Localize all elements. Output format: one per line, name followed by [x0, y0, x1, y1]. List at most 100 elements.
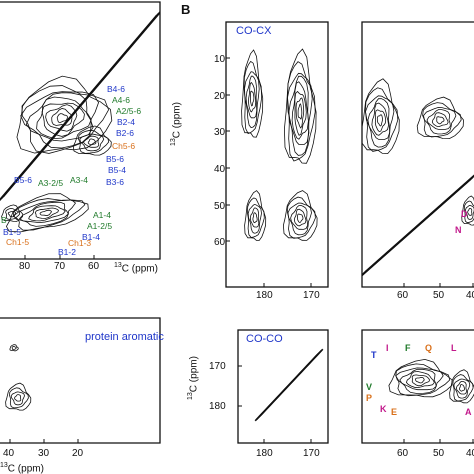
lt-blob-ch-ring-0	[72, 125, 112, 156]
rb-blob-side-ring-3	[455, 381, 467, 395]
rt-blob-b-ring-2	[423, 107, 457, 135]
lt-blob-main-ring-4	[36, 96, 92, 139]
rt-blob-a-ring-6	[376, 114, 383, 127]
cx-blob-d-ring-2	[287, 202, 312, 236]
lt-label-b5-6b: B5-6	[14, 175, 32, 185]
lt-contours	[0, 11, 160, 233]
cx-blob-a-ring-2	[244, 71, 260, 128]
lt-label-b3-6: B3-6	[106, 177, 124, 187]
lt-blob-ch-ring-3	[83, 135, 100, 148]
lb-xtick-30: 30	[38, 448, 50, 459]
cocx-xtick-170: 170	[303, 290, 320, 301]
rt-frame	[361, 21, 474, 288]
cx-blob-a-ring-3	[245, 75, 258, 119]
rb-label-p: P	[366, 393, 373, 403]
rb-label-e: E	[391, 407, 398, 417]
rt-blob-a-ring-1	[364, 87, 399, 152]
coco-ytick-180: 180	[209, 401, 226, 412]
lb-blob-ring-2	[10, 391, 25, 406]
lt-label-b1-2: B1-2	[58, 247, 76, 257]
cx-blob-b-ring-2	[286, 72, 313, 156]
rt-blob-b-ring-3	[426, 109, 451, 130]
rb-contours	[388, 358, 474, 404]
rb-blob-side-ring-0	[449, 369, 474, 404]
rb-blob-main-ring-1	[395, 363, 451, 397]
rb-blob-side-ring-4	[459, 384, 466, 392]
cx-blob-b-ring-0	[283, 48, 317, 164]
cocx-ytick-10: 10	[214, 54, 226, 65]
panel-letter-b: B	[181, 2, 191, 17]
lt-blob-ch-ring-2	[79, 133, 105, 152]
rb-label-q: Q	[425, 343, 433, 353]
lt-blob-ch-ring-4	[87, 138, 97, 146]
rt-blob-c-ring-2	[465, 204, 474, 220]
lt-blob-main-ring-1	[21, 85, 110, 154]
rt-blob-a-ring-4	[371, 102, 390, 136]
rt-blob-c-ring-3	[467, 208, 473, 216]
lb-xtick-40: 40	[3, 448, 15, 459]
cx-blob-c-ring-0	[244, 190, 267, 241]
cx-blob-a-ring-4	[248, 82, 257, 113]
co-contours	[254, 348, 324, 422]
lt-blob-main-ring-8	[56, 113, 68, 123]
lt-blob-lower-ring-4	[28, 205, 66, 222]
lb-contours	[5, 344, 32, 411]
rb-label-a: A	[465, 407, 472, 417]
coco-ytick-170: 170	[209, 361, 226, 372]
lt-diagonal-4	[2, 11, 160, 198]
rb-frame	[361, 329, 474, 444]
co-frame	[237, 329, 329, 444]
coco-xtick-170: 170	[303, 448, 320, 459]
lt-blob-ch-ring-1	[77, 129, 110, 154]
lt-label-ch5-6: Ch5-6	[112, 141, 136, 151]
cx-blob-d-ring-5	[297, 213, 304, 223]
lb-title: protein aromatic	[85, 331, 164, 343]
lb-xlabel: 13C (ppm)	[0, 462, 44, 474]
lt-label-ch1-3: Ch1-3	[68, 238, 92, 248]
rb-label-k: K	[380, 404, 387, 414]
rt-xtick-60: 60	[397, 290, 409, 301]
cx-blob-d-ring-3	[290, 205, 309, 230]
rt-contours	[362, 78, 474, 277]
rb-xtick-60: 60	[397, 448, 409, 459]
lt-xtick-70: 70	[54, 261, 66, 272]
cx-contours	[241, 48, 318, 241]
cocx-ytick-50: 50	[214, 201, 226, 212]
rb-label-l: L	[451, 343, 457, 353]
rb-blob-side-ring-2	[453, 378, 471, 399]
lt-label-ch1-5a: Ch1-5	[6, 237, 30, 247]
lt-blob-lower-ring-2	[13, 199, 77, 227]
rt-label-n: N	[455, 225, 462, 235]
cocx-ytick-40: 40	[214, 164, 226, 175]
rb-blob-main-ring-2	[395, 367, 444, 394]
lt-label-b2-6: B2-6	[116, 128, 134, 138]
cx-blob-c-ring-2	[247, 204, 262, 234]
cx-blob-b-ring-6	[295, 97, 305, 129]
rt-blob-b-ring-5	[436, 116, 445, 125]
cx-blob-b-ring-3	[288, 75, 310, 145]
rt-blob-a-ring-0	[362, 78, 400, 155]
cx-blob-d-ring-4	[293, 208, 307, 227]
co-co-title: CO-CO	[243, 333, 286, 346]
rb-label-f: F	[405, 343, 411, 353]
lt-label-a3-4: A3-4	[70, 175, 88, 185]
lt-blob-edge-ring-2	[7, 211, 17, 218]
lb-xtick-20: 20	[72, 448, 84, 459]
lt-label-a4-6: A4-6	[112, 95, 130, 105]
rb-xtick-40: 40	[466, 448, 474, 459]
lt-label-a2-5-6: A2/5-6	[116, 106, 142, 116]
rb-blob-main-ring-3	[399, 368, 437, 391]
lb-blob-small-ring-0	[9, 344, 19, 352]
lt-blob-main-ring-0	[16, 75, 113, 154]
lt-xlabel: 13C (ppm)	[114, 262, 158, 275]
rt-blob-b-ring-0	[416, 96, 464, 140]
cx-blob-c-ring-4	[252, 212, 258, 224]
lt-blob-edge-ring-0	[1, 204, 24, 222]
lt-label-a1-2-5: A1-2/5	[87, 221, 113, 231]
lt-label-a3-2-5: A3-2/5	[38, 178, 64, 188]
cocx-xtick-180: 180	[256, 290, 273, 301]
lt-label-b5-6a: B5-6	[106, 154, 124, 164]
rt-label-d: D	[461, 209, 468, 219]
rt-diagonal-4	[364, 174, 474, 273]
